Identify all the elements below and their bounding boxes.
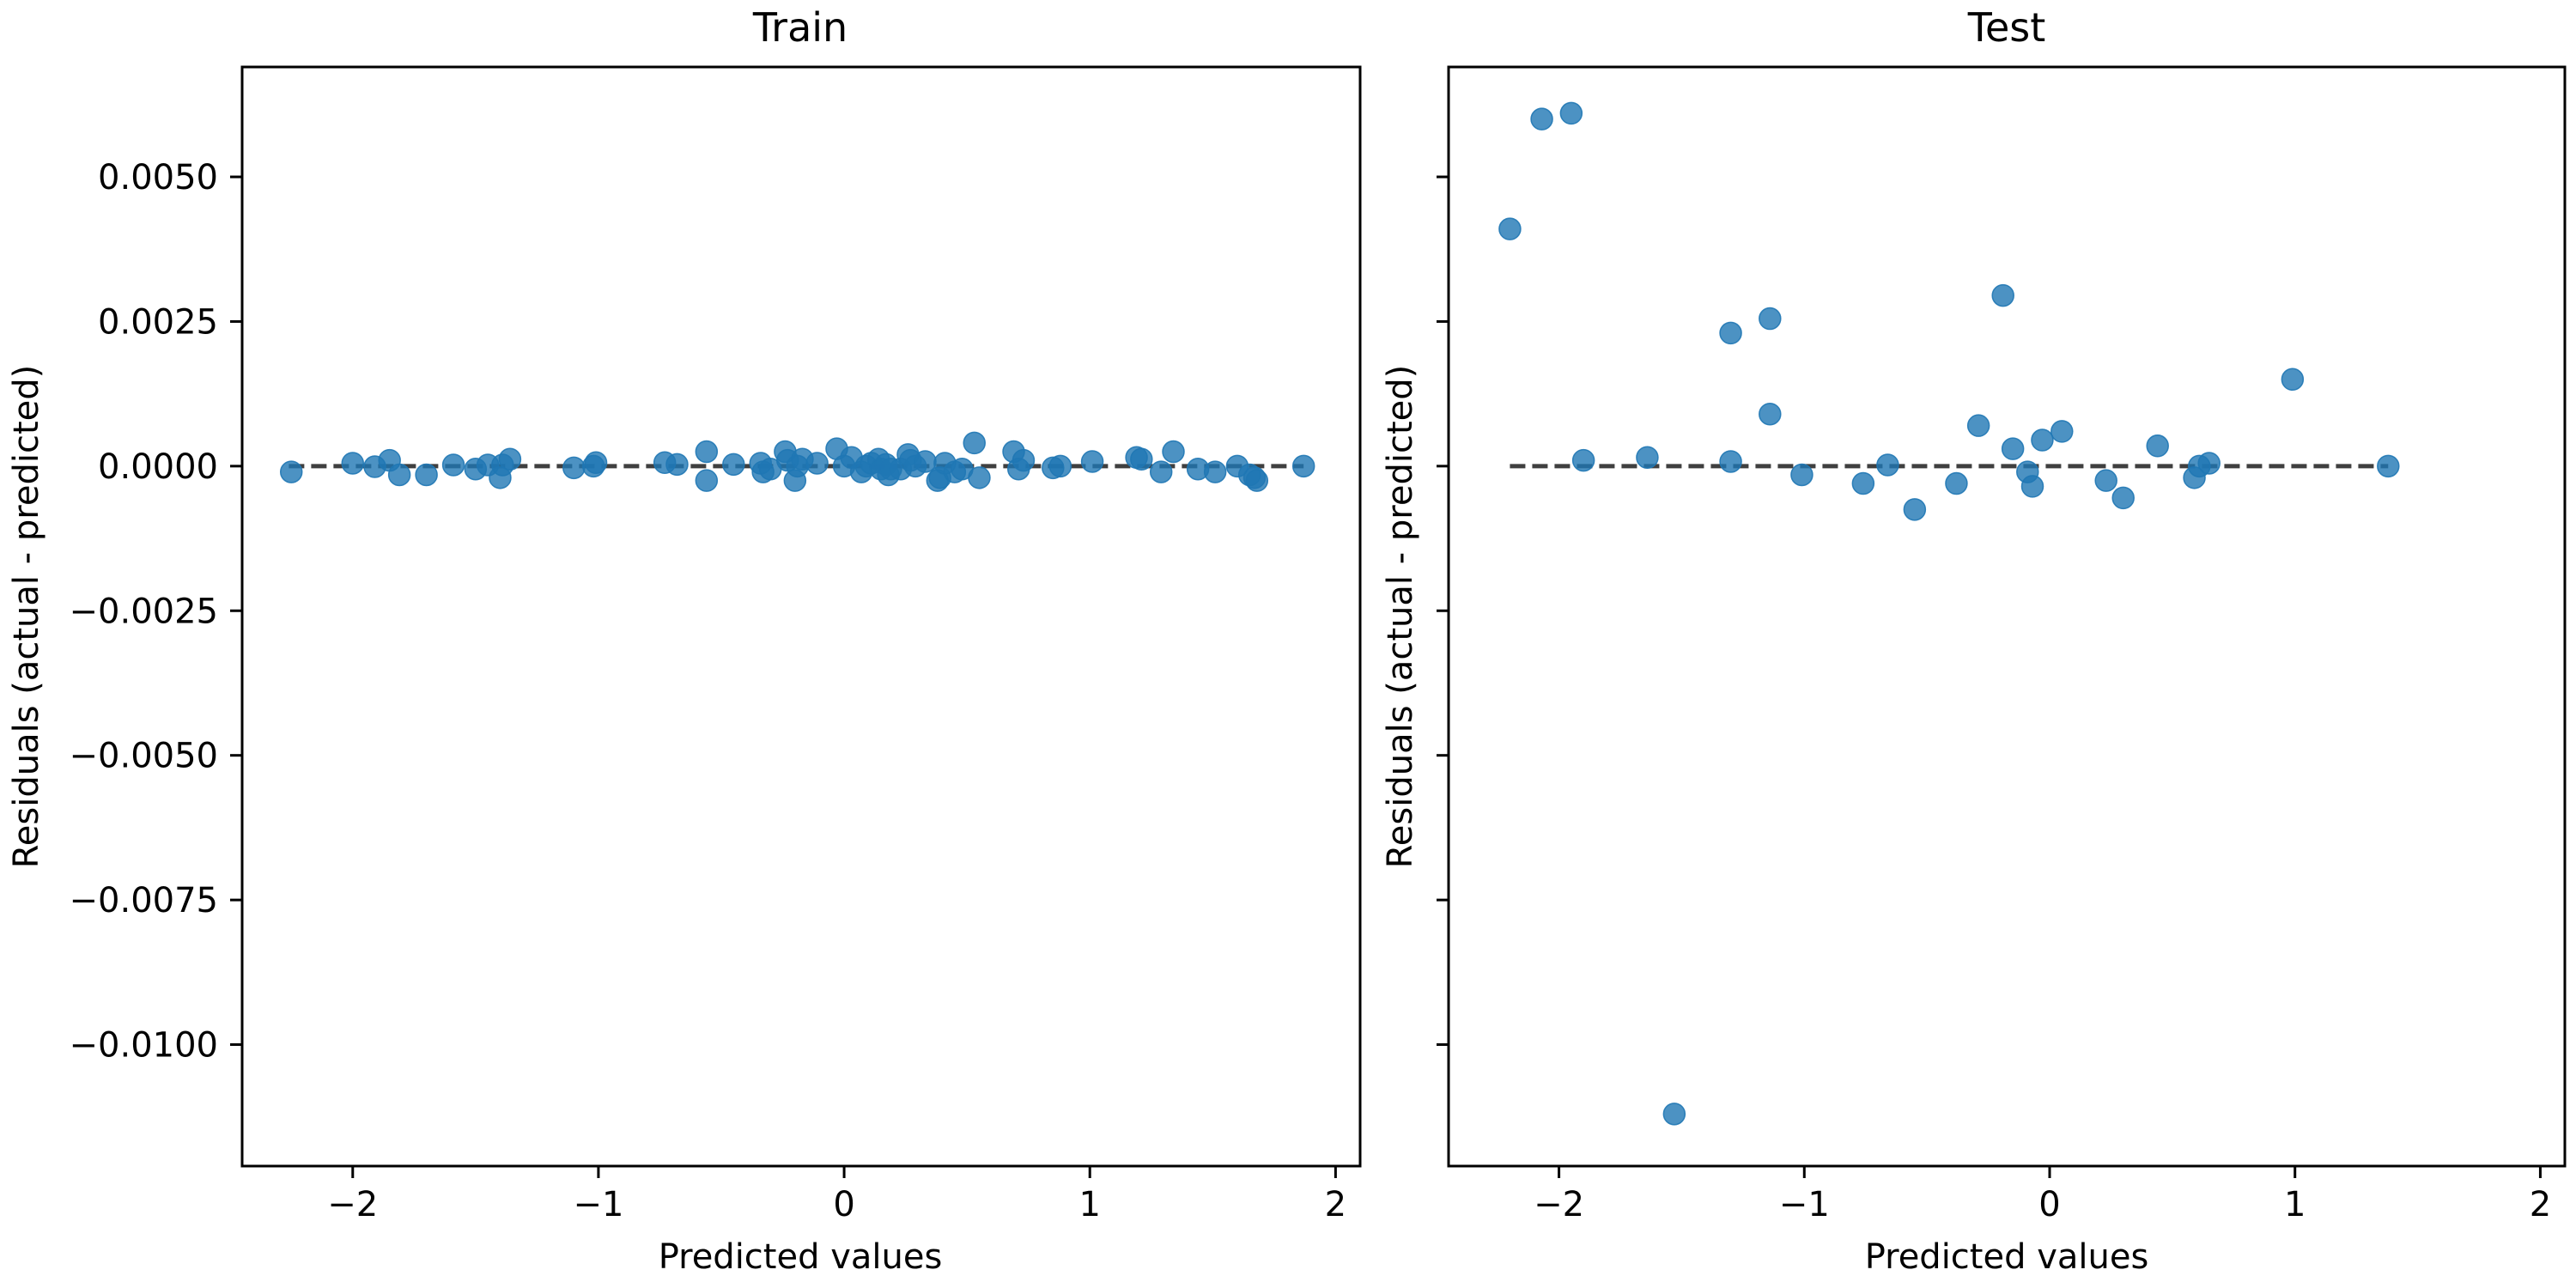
- test-data-point: [1759, 402, 1782, 426]
- train-panel: Train −2 −1 0 1 2 0.0050 0.0025 0.0000 −0.0025 −…: [7, 4, 1362, 1277]
- test-data-point: [1966, 414, 1990, 437]
- test-x-ticks: −2 −1 0 1 2: [1534, 1166, 2551, 1224]
- train-data-point: [695, 440, 719, 464]
- test-data-point: [2020, 475, 2044, 498]
- train-data-point: [1245, 469, 1269, 492]
- test-y-ticks: [1437, 175, 1449, 1047]
- test-x-tick-label: 2: [2530, 1185, 2551, 1224]
- train-data-point: [1162, 440, 1185, 464]
- test-data-point: [1903, 498, 1927, 521]
- test-plot-frame: [1447, 65, 2567, 1168]
- test-data-point: [1876, 453, 1899, 477]
- train-y-tick-label: −0.0050: [70, 737, 218, 776]
- test-data-point: [1719, 450, 1742, 473]
- test-x-tick-label: 0: [2038, 1185, 2060, 1224]
- train-y-ticks: 0.0050 0.0025 0.0000 −0.0025 −0.0050 −0.0075 −…: [70, 158, 242, 1066]
- train-data-point: [584, 451, 608, 475]
- test-x-axis-label: Predicted values: [1865, 1237, 2149, 1277]
- train-data-point: [387, 463, 411, 487]
- train-data-point: [968, 466, 991, 489]
- train-data-point: [722, 453, 745, 477]
- train-data-point: [341, 452, 365, 475]
- train-x-tick-label: 0: [833, 1185, 854, 1224]
- train-data-point: [1012, 448, 1036, 472]
- test-title: Test: [1967, 4, 2046, 51]
- train-y-tick-label: −0.0100: [70, 1026, 218, 1066]
- test-data-point: [2094, 469, 2117, 492]
- test-data-point: [2031, 428, 2054, 452]
- test-data-point: [2111, 486, 2135, 510]
- test-data-point: [1991, 283, 2014, 307]
- train-y-tick-label: −0.0025: [70, 592, 218, 631]
- test-data-point: [1559, 101, 1583, 125]
- test-y-axis-label: Residuals (actual - predicted): [1381, 365, 1420, 868]
- train-plot-frame: [240, 65, 1362, 1168]
- train-y-tick-label: 0.0050: [98, 158, 218, 197]
- train-title: Train: [752, 4, 848, 51]
- test-data-point: [2050, 420, 2074, 443]
- test-data-point: [2197, 452, 2221, 475]
- test-data-point: [1851, 471, 1875, 495]
- train-x-axis-label: Predicted values: [659, 1237, 943, 1277]
- train-points-layer: [279, 431, 1315, 492]
- train-data-point: [1203, 460, 1227, 483]
- test-points-layer: [1498, 101, 2400, 1126]
- train-x-ticks: −2 −1 0 1 2: [327, 1166, 1346, 1224]
- train-data-point: [1291, 454, 1315, 478]
- train-x-tick-label: −1: [573, 1185, 623, 1224]
- train-data-point: [1048, 454, 1072, 478]
- train-data-point: [415, 463, 438, 487]
- train-data-point: [1149, 460, 1173, 483]
- train-data-point: [279, 460, 303, 483]
- test-data-point: [2377, 454, 2400, 478]
- train-y-tick-label: 0.0025: [98, 302, 218, 342]
- train-data-point: [665, 453, 689, 477]
- test-data-point: [2281, 368, 2305, 392]
- train-data-point: [695, 469, 719, 492]
- train-data-point: [562, 456, 586, 480]
- train-data-point: [498, 447, 522, 471]
- train-data-point: [1130, 447, 1153, 471]
- train-x-tick-label: 2: [1325, 1185, 1346, 1224]
- test-data-point: [1759, 307, 1782, 331]
- test-data-point: [2001, 437, 2025, 460]
- test-data-point: [1571, 448, 1595, 472]
- test-data-point: [1636, 446, 1659, 469]
- train-data-point: [963, 431, 986, 455]
- test-data-point: [1719, 321, 1742, 345]
- test-data-point: [1662, 1103, 1686, 1126]
- test-x-tick-label: 1: [2284, 1185, 2306, 1224]
- test-data-point: [1530, 107, 1553, 131]
- train-data-point: [441, 453, 465, 477]
- test-data-point: [1498, 217, 1522, 240]
- test-x-tick-label: −1: [1779, 1185, 1830, 1224]
- train-y-tick-label: 0.0000: [98, 447, 218, 487]
- test-x-tick-label: −2: [1534, 1185, 1584, 1224]
- test-data-point: [1790, 463, 1814, 487]
- test-data-point: [1945, 471, 1968, 495]
- train-data-point: [1080, 450, 1104, 473]
- test-data-point: [2146, 434, 2169, 458]
- train-x-tick-label: 1: [1079, 1185, 1101, 1224]
- train-x-tick-label: −2: [327, 1185, 378, 1224]
- train-data-point: [805, 452, 829, 475]
- test-panel: Test −2 −1 0 1 2 Predicted values Residuals …: [1381, 4, 2567, 1277]
- train-y-tick-label: −0.0075: [70, 881, 218, 920]
- train-y-axis-label: Residuals (actual - predicted): [7, 365, 46, 868]
